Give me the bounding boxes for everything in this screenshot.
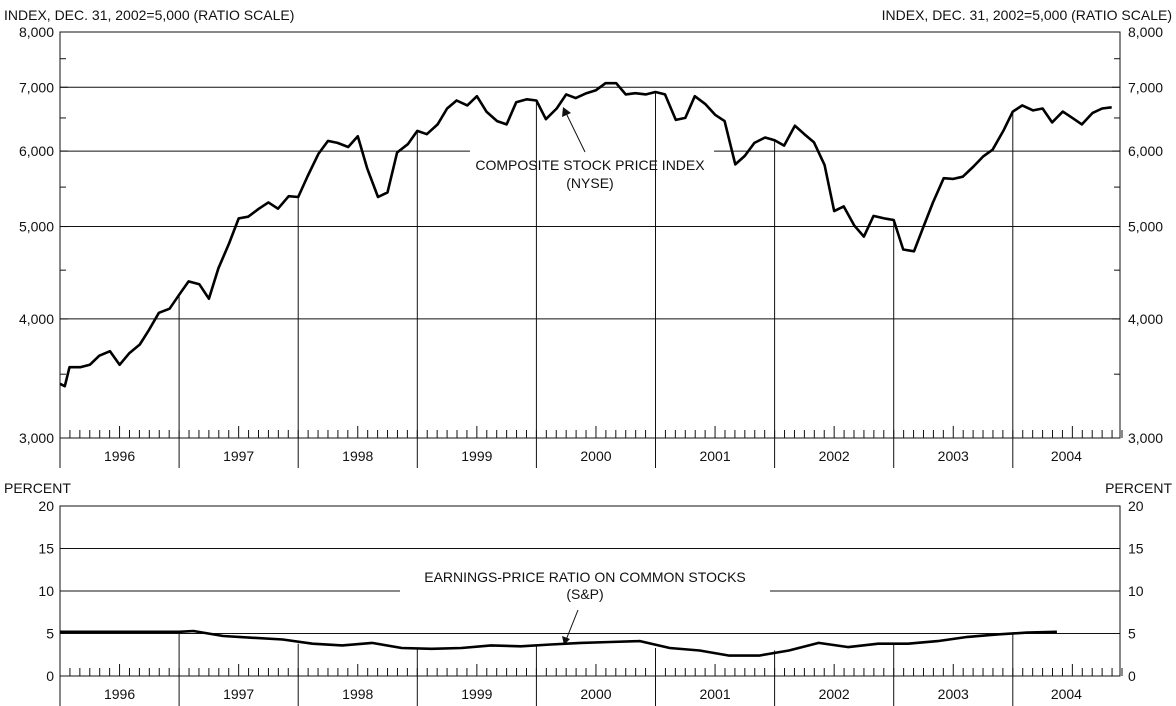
bottom-ytick-right: 0 bbox=[1128, 668, 1136, 684]
top-left-axis-title: INDEX, DEC. 31, 2002=5,000 (RATIO SCALE) bbox=[4, 7, 294, 23]
top-annotation-line2: (NYSE) bbox=[566, 175, 613, 191]
top-year-label: 1999 bbox=[461, 448, 492, 464]
bottom-ytick-left: 0 bbox=[46, 668, 54, 684]
top-year-label: 2003 bbox=[938, 448, 969, 464]
top-series-line bbox=[59, 81, 1112, 388]
bottom-series-line bbox=[60, 629, 1057, 657]
top-right-axis-title: INDEX, DEC. 31, 2002=5,000 (RATIO SCALE) bbox=[882, 7, 1172, 23]
bottom-annotation-line2: (S&P) bbox=[566, 586, 603, 602]
bottom-ytick-left: 20 bbox=[38, 498, 54, 514]
top-annotation-arrow bbox=[562, 107, 586, 153]
bottom-year-label: 1996 bbox=[104, 686, 135, 702]
top-ytick-left: 3,000 bbox=[19, 430, 54, 446]
bottom-annotation-line1: EARNINGS-PRICE RATIO ON COMMON STOCKS bbox=[424, 569, 746, 585]
top-ytick-left: 8,000 bbox=[19, 24, 54, 40]
bottom-ytick-right: 20 bbox=[1128, 498, 1144, 514]
bottom-year-label: 1998 bbox=[342, 686, 373, 702]
bottom-ytick-right: 15 bbox=[1128, 541, 1144, 557]
bottom-ytick-left: 15 bbox=[38, 541, 54, 557]
top-year-label: 1998 bbox=[342, 448, 373, 464]
top-ytick-right: 3,000 bbox=[1128, 430, 1163, 446]
bottom-panel: 0 0 5 5 10 10 15 15 20 20 1996 1997 1998 1999 2000 2001… bbox=[38, 498, 1144, 706]
top-year-label: 2000 bbox=[580, 448, 611, 464]
top-plot-frame bbox=[59, 31, 1121, 439]
top-year-label: 2004 bbox=[1051, 448, 1082, 464]
bottom-ytick-right: 5 bbox=[1128, 626, 1136, 642]
top-year-label: 1997 bbox=[223, 448, 254, 464]
bottom-annotation-arrow bbox=[562, 609, 579, 645]
bottom-left-axis-title: PERCENT bbox=[4, 480, 71, 496]
top-year-label: 2002 bbox=[819, 448, 850, 464]
top-year-label: 2001 bbox=[699, 448, 730, 464]
top-ytick-right: 4,000 bbox=[1128, 311, 1163, 327]
top-annotation-line1: COMPOSITE STOCK PRICE INDEX bbox=[475, 157, 705, 173]
bottom-right-axis-title: PERCENT bbox=[1105, 480, 1172, 496]
bottom-year-label: 1997 bbox=[223, 686, 254, 702]
top-ytick-left: 7,000 bbox=[19, 79, 54, 95]
top-ytick-right: 7,000 bbox=[1128, 79, 1163, 95]
top-ytick-right: 5,000 bbox=[1128, 219, 1163, 235]
top-ytick-left: 5,000 bbox=[19, 219, 54, 235]
top-ytick-left: 4,000 bbox=[19, 311, 54, 327]
bottom-year-label: 1999 bbox=[461, 686, 492, 702]
bottom-ytick-left: 5 bbox=[46, 626, 54, 642]
top-ytick-left: 6,000 bbox=[19, 143, 54, 159]
bottom-year-label: 2002 bbox=[819, 686, 850, 702]
bottom-ytick-left: 10 bbox=[38, 583, 54, 599]
bottom-ytick-right: 10 bbox=[1128, 583, 1144, 599]
bottom-year-label: 2004 bbox=[1051, 686, 1082, 702]
top-year-label: 1996 bbox=[104, 448, 135, 464]
bottom-year-label: 2001 bbox=[699, 686, 730, 702]
top-panel: 3,000 3,000 4,000 4,000 5,000 5,000 6,000 6,000… bbox=[19, 24, 1163, 468]
top-ytick-right: 6,000 bbox=[1128, 143, 1163, 159]
bottom-year-label: 2003 bbox=[938, 686, 969, 702]
bottom-year-label: 2000 bbox=[580, 686, 611, 702]
top-ytick-right: 8,000 bbox=[1128, 24, 1163, 40]
